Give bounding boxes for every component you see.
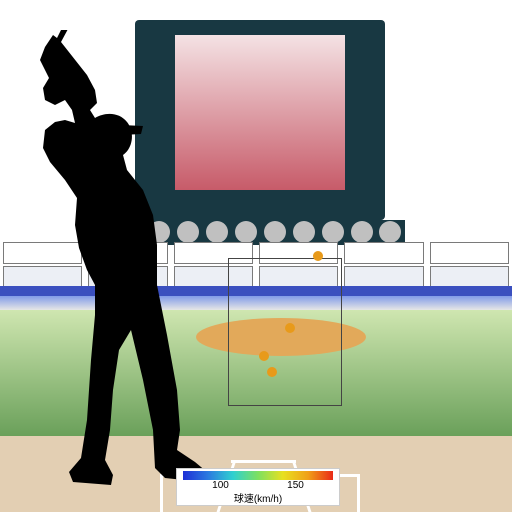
speed-legend: 100 150 球速(km/h)	[176, 468, 340, 506]
pitch-location-chart: 100 150 球速(km/h)	[0, 0, 512, 512]
pitch-marker	[267, 367, 277, 377]
plate-line	[357, 474, 360, 512]
scoreboard-light	[379, 221, 401, 243]
scoreboard-light	[351, 221, 373, 243]
pitch-marker	[259, 351, 269, 361]
scoreboard-light	[322, 221, 344, 243]
strike-zone	[228, 258, 342, 406]
stand-section	[430, 266, 509, 288]
batter-silhouette	[0, 30, 225, 510]
scoreboard-light	[235, 221, 257, 243]
stand-section	[344, 242, 423, 264]
legend-gradient	[183, 471, 333, 480]
legend-tick: 100	[212, 480, 229, 491]
pitch-marker	[285, 323, 295, 333]
stand-section	[344, 266, 423, 288]
plate-line	[231, 460, 296, 463]
scoreboard-light	[264, 221, 286, 243]
pitch-marker	[313, 251, 323, 261]
scoreboard-light	[293, 221, 315, 243]
stand-section	[430, 242, 509, 264]
legend-tick: 150	[287, 480, 304, 491]
legend-label: 球速(km/h)	[234, 490, 282, 505]
